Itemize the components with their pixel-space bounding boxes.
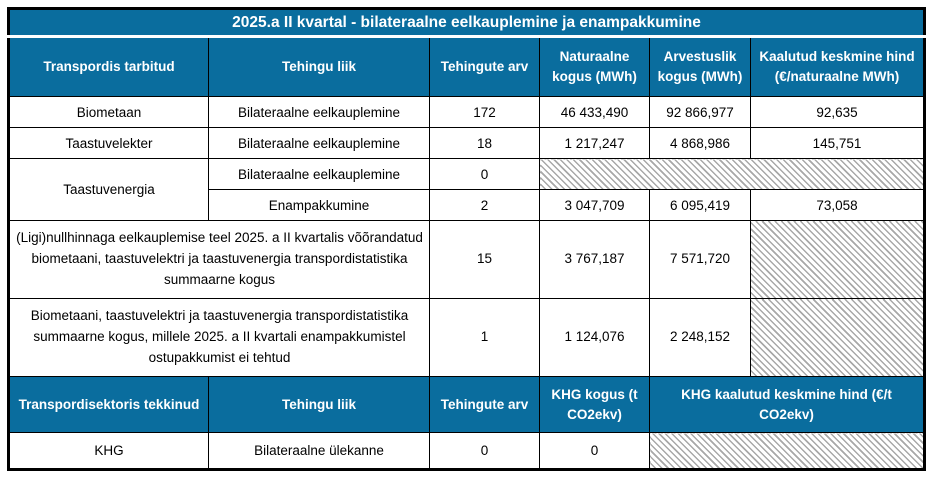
table-row-biometaan: Biometaan Bilateraalne eelkauplemine 172… <box>8 96 926 128</box>
cell-biometaan-arvestuslik: 92 866,977 <box>649 96 751 128</box>
cell-taastuvelekter-arv: 18 <box>429 127 540 159</box>
cell-taastuvenergia-arv1: 0 <box>429 158 540 190</box>
cell-khg-name: KHG <box>8 432 209 470</box>
cell-taastuvelekter-arvestuslik: 4 868,986 <box>649 127 751 159</box>
cell-taastuvelekter-liik: Bilateraalne eelkauplemine <box>208 127 430 159</box>
cell-taastuvelekter-name: Taastuvelekter <box>8 127 209 159</box>
header-tehingute-arv: Tehingute arv <box>429 36 540 97</box>
cell-taastuvenergia-liik1: Bilateraalne eelkauplemine <box>208 158 430 190</box>
cell-taastuvenergia-hind2: 73,058 <box>749 189 926 221</box>
header-tehingu-liik: Tehingu liik <box>208 36 430 97</box>
section2-header-row: Transpordisektoris tekkinud Tehingu liik… <box>8 376 926 433</box>
header-naturaalne-kogus: Naturaalne kogus (MWh) <box>539 36 650 97</box>
header-arvestuslik-kogus: Arvestuslik kogus (MWh) <box>649 36 751 97</box>
cell-biometaan-name: Biometaan <box>8 96 209 128</box>
cell-biometaan-liik: Bilateraalne eelkauplemine <box>208 96 430 128</box>
table-row-taastuvenergia-2: Enampakkumine 2 3 047,709 6 095,419 73,0… <box>9 189 926 221</box>
cell-summary2-nat: 1 124,076 <box>539 298 650 377</box>
cell-biometaan-arv: 172 <box>429 96 540 128</box>
cell-summary2-arvestuslik: 2 248,152 <box>649 298 751 377</box>
cell-khg-kogus: 0 <box>539 432 650 470</box>
cell-summary1-label: (Ligi)nullhinnaga eelkauplemise teel 202… <box>8 220 430 299</box>
section1-header-row: Transpordis tarbitud Tehingu liik Tehing… <box>8 36 926 97</box>
cell-khg-hind-not-applicable <box>648 432 926 470</box>
header-transpordis-tarbitud: Transpordis tarbitud <box>8 36 209 97</box>
cell-khg-liik: Bilateraalne ülekanne <box>208 432 430 470</box>
cell-taastuvenergia-liik2: Enampakkumine <box>208 189 430 221</box>
table-row-summary2: Biometaani, taastuvelektri ja taastuvene… <box>8 298 926 377</box>
cell-biometaan-nat: 46 433,490 <box>539 96 650 128</box>
cell-taastuvenergia-nat2: 3 047,709 <box>539 189 650 221</box>
cell-summary1-hind-not-applicable <box>749 220 926 299</box>
header2-transpordisektoris-tekkinud: Transpordisektoris tekkinud <box>8 376 209 433</box>
header2-khg-kogus: KHG kogus (t CO2ekv) <box>539 376 650 433</box>
table-row-taastuvelekter: Taastuvelekter Bilateraalne eelkauplemin… <box>8 127 926 159</box>
table-row-khg: KHG Bilateraalne ülekanne 0 0 <box>8 432 926 470</box>
cell-biometaan-hind: 92,635 <box>749 96 926 128</box>
header2-tehingute-arv: Tehingute arv <box>429 376 540 433</box>
cell-summary1-nat: 3 767,187 <box>539 220 650 299</box>
cell-taastuvelekter-nat: 1 217,247 <box>539 127 650 159</box>
header2-khg-kaalutud-keskmine-hind: KHG kaalutud keskmine hind (€/t CO2ekv) <box>648 376 926 433</box>
cell-summary2-hind-not-applicable <box>749 298 926 377</box>
cell-taastuvenergia-arvestuslik2: 6 095,419 <box>649 189 751 221</box>
cell-khg-arv: 0 <box>429 432 540 470</box>
header-kaalutud-keskmine-hind: Kaalutud keskmine hind (€/naturaalne MWh… <box>749 36 926 97</box>
cell-taastuvenergia-row1-not-applicable <box>538 158 926 190</box>
cell-taastuvenergia-arv2: 2 <box>429 189 540 221</box>
cell-summary2-label: Biometaani, taastuvelektri ja taastuvene… <box>8 298 430 377</box>
table-title: 2025.a II kvartal - bilateraalne eelkaup… <box>7 8 926 38</box>
table-row-summary1: (Ligi)nullhinnaga eelkauplemise teel 202… <box>8 220 926 299</box>
cell-summary1-arvestuslik: 7 571,720 <box>649 220 751 299</box>
cell-summary1-arv: 15 <box>429 220 540 299</box>
cell-taastuvenergia-name: Taastuvenergia <box>8 158 209 221</box>
cell-taastuvelekter-hind: 145,751 <box>749 127 926 159</box>
header2-tehingu-liik: Tehingu liik <box>208 376 430 433</box>
table-row-taastuvenergia-1: Taastuvenergia Bilateraalne eelkauplemin… <box>8 158 926 221</box>
bilateral-trading-table: 2025.a II kvartal - bilateraalne eelkaup… <box>7 7 927 471</box>
title-row: 2025.a II kvartal - bilateraalne eelkaup… <box>7 8 926 38</box>
cell-summary2-arv: 1 <box>429 298 540 377</box>
